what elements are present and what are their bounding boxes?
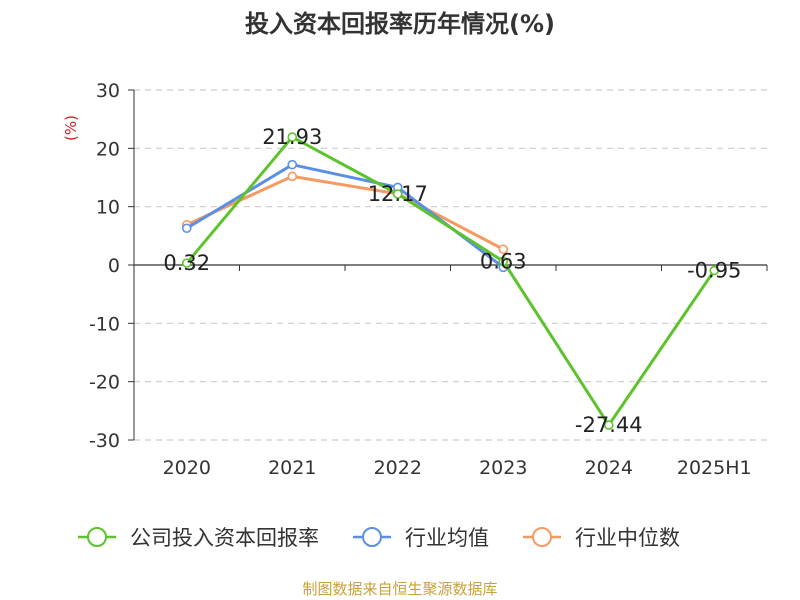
- data-point: [603, 420, 614, 430]
- data-label-layer: 0.32 21.93 12.17 0.63 -27.44 -0.95: [163, 125, 741, 437]
- data-label: 21.93: [262, 125, 322, 149]
- x-tick-label: 2024: [585, 457, 633, 479]
- y-tick-label: -20: [89, 372, 120, 394]
- legend-marker: [87, 527, 107, 547]
- series-line: [185, 135, 716, 427]
- axis-layer: 30 20 10 0 -10 -20 -30 (%) 2020 2021 2022 2023 2024 2…: [62, 80, 768, 479]
- data-point: [181, 258, 192, 268]
- data-point: [392, 189, 403, 199]
- legend[interactable]: 公司投入资本回报率 行业均值 行业中位数: [78, 526, 680, 550]
- y-tick-label: 10: [96, 197, 120, 219]
- data-label: -0.95: [687, 259, 741, 283]
- data-point: [709, 265, 720, 276]
- y-axis-title: (%): [62, 115, 80, 141]
- data-point: [181, 223, 192, 234]
- y-tick-label: 0: [108, 255, 120, 277]
- chart-title: 投入资本回报率历年情况(%): [245, 10, 555, 38]
- data-point: [287, 171, 298, 182]
- data-label: -27.44: [575, 413, 643, 437]
- legend-marker: [362, 527, 382, 547]
- legend-label: 行业均值: [405, 526, 489, 550]
- data-label: 0.63: [480, 249, 527, 273]
- data-point: [498, 244, 509, 255]
- series-line: [186, 174, 504, 251]
- data-point: [498, 256, 509, 267]
- x-tick-label: 2025H1: [677, 457, 752, 479]
- y-tick-label: -10: [89, 313, 120, 335]
- series-layer: [181, 132, 720, 430]
- source-note: 制图数据来自恒生聚源数据库: [302, 580, 498, 598]
- x-tick-label: 2022: [374, 457, 422, 479]
- legend-item[interactable]: 公司投入资本回报率: [78, 526, 319, 550]
- legend-item[interactable]: 行业均值: [353, 526, 489, 550]
- data-label: 0.32: [163, 251, 210, 275]
- legend-label: 行业中位数: [575, 526, 680, 550]
- x-tick-label: 2023: [479, 457, 527, 479]
- legend-label: 公司投入资本回报率: [130, 526, 319, 550]
- x-tick-label: 2020: [163, 457, 211, 479]
- data-point: [287, 159, 298, 170]
- legend-item[interactable]: 行业中位数: [523, 526, 680, 550]
- series-line: [185, 163, 505, 269]
- y-tick-label: 30: [96, 80, 120, 102]
- x-tick-label: 2021: [268, 457, 316, 479]
- y-tick-label: 20: [96, 138, 120, 160]
- legend-marker: [532, 527, 552, 547]
- data-point: [287, 132, 298, 142]
- y-tick-label: -30: [89, 430, 120, 452]
- data-label: 12.17: [368, 182, 428, 206]
